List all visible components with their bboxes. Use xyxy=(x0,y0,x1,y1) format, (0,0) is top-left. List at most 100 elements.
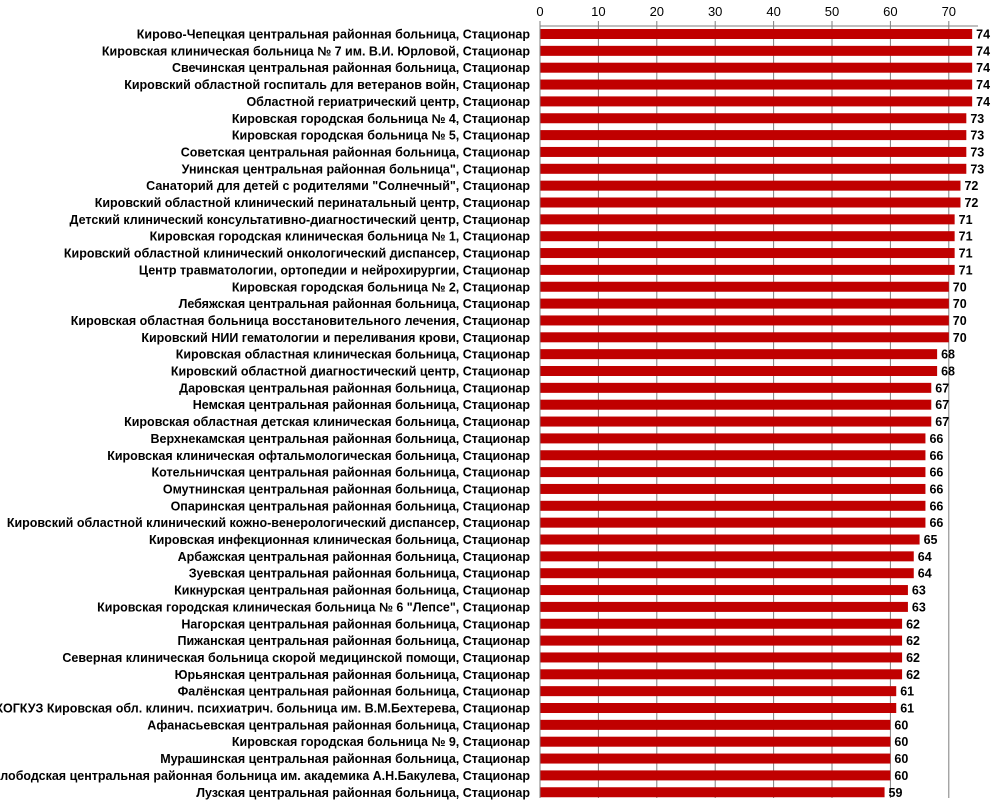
bar xyxy=(540,62,973,73)
category-label: Зуевская центральная районная больница, … xyxy=(189,567,531,581)
data-label: 65 xyxy=(924,533,938,547)
data-label: 70 xyxy=(953,314,967,328)
category-label: Центр травматологии, ортопедии и нейрохи… xyxy=(139,263,530,277)
category-label: Кирово-Чепецкая центральная районная бол… xyxy=(137,28,531,42)
category-label: Кировская городская клиническая больница… xyxy=(150,230,531,244)
data-label: 63 xyxy=(912,600,926,614)
data-label: 71 xyxy=(959,213,973,227)
bar xyxy=(540,736,891,747)
bars xyxy=(540,29,973,798)
data-label: 73 xyxy=(970,129,984,143)
bar xyxy=(540,568,914,579)
data-label: 66 xyxy=(929,516,943,530)
bar xyxy=(540,264,955,275)
data-label: 74 xyxy=(976,95,990,109)
bar xyxy=(540,366,938,376)
data-label: 66 xyxy=(929,499,943,513)
category-label: Лузская центральная районная больница, С… xyxy=(196,786,530,800)
bar xyxy=(540,618,903,629)
bar xyxy=(540,585,908,596)
data-label: 67 xyxy=(935,381,949,395)
bar xyxy=(540,349,938,360)
bar xyxy=(540,416,932,427)
category-labels: Кирово-Чепецкая центральная районная бол… xyxy=(0,28,530,800)
category-label: Областной гериатрический центр, Стациона… xyxy=(246,95,530,109)
category-label: Омутнинская центральная районная больниц… xyxy=(163,482,531,496)
bar xyxy=(540,130,967,141)
bar xyxy=(540,500,926,511)
category-label: Кировская клиническая больница № 7 им. В… xyxy=(102,44,530,58)
tick-label: 20 xyxy=(650,4,664,19)
category-label: Верхнекамская центральная районная больн… xyxy=(150,432,530,446)
bar xyxy=(540,433,926,444)
data-label: 71 xyxy=(959,263,973,277)
bar xyxy=(540,450,926,461)
tick-label: 10 xyxy=(591,4,605,19)
category-label: Кировская городская больница № 5, Стацио… xyxy=(232,129,530,143)
bar xyxy=(540,551,914,562)
data-label: 71 xyxy=(959,230,973,244)
bar xyxy=(540,534,920,545)
data-label: 68 xyxy=(941,365,955,379)
bar xyxy=(540,652,903,663)
category-label: Кировская клиническая офтальмологическая… xyxy=(107,449,530,463)
category-label: Унинская центральная районная больница",… xyxy=(182,162,531,176)
category-label: Афанасьевская центральная районная больн… xyxy=(147,718,530,732)
category-label: Котельничская центральная районная больн… xyxy=(152,466,531,480)
data-label: 66 xyxy=(929,482,943,496)
data-label: 72 xyxy=(964,196,978,210)
category-label: Кировский областной клинический онкологи… xyxy=(64,247,530,261)
tick-label: 30 xyxy=(708,4,722,19)
category-label: Даровская центральная районная больница,… xyxy=(179,381,530,395)
data-label: 70 xyxy=(953,297,967,311)
category-label: Свечинская центральная районная больница… xyxy=(172,61,530,75)
data-label: 63 xyxy=(912,584,926,598)
data-label: 64 xyxy=(918,550,932,564)
data-label: 74 xyxy=(976,44,990,58)
data-label: 66 xyxy=(929,466,943,480)
data-label: 73 xyxy=(970,145,984,159)
data-label: 64 xyxy=(918,567,932,581)
data-label: 73 xyxy=(970,162,984,176)
x-axis-ticks: 0 10 20 30 40 50 60 70 xyxy=(536,4,978,27)
bar xyxy=(540,45,973,56)
bar xyxy=(540,483,926,494)
bar xyxy=(540,635,903,646)
tick-label: 70 xyxy=(942,4,956,19)
tick-label: 50 xyxy=(825,4,839,19)
category-label: Немская центральная районная больница, С… xyxy=(193,398,531,412)
bar xyxy=(540,399,932,410)
data-label: 67 xyxy=(935,398,949,412)
data-label: 62 xyxy=(906,617,920,631)
category-label: Лебяжская центральная районная больница,… xyxy=(179,297,531,311)
bar xyxy=(540,517,926,528)
tick-label: 60 xyxy=(883,4,897,19)
data-label: 66 xyxy=(929,449,943,463)
data-label: 74 xyxy=(976,78,990,92)
category-label: Кировский областной диагностический цент… xyxy=(171,365,531,379)
category-label: Кировский областной госпиталь для ветера… xyxy=(124,78,530,92)
category-label: Кировская областная клиническая больница… xyxy=(176,348,531,362)
category-label: Кировский областной клинический кожно-ве… xyxy=(7,516,531,530)
category-label: Кировская городская больница № 2, Стацио… xyxy=(232,280,530,294)
category-label: Кировская городская клиническая больница… xyxy=(97,600,530,614)
category-label: Кировский областной клинический перината… xyxy=(95,196,531,210)
category-label: Кировская городская больница № 9, Стацио… xyxy=(232,735,530,749)
category-label: Северная клиническая больница скорой мед… xyxy=(62,651,530,665)
bar xyxy=(540,248,955,259)
bar xyxy=(540,467,926,478)
data-label: 66 xyxy=(929,432,943,446)
bar xyxy=(540,770,891,781)
category-label: Санаторий для детей с родителями "Солнеч… xyxy=(146,179,530,193)
data-label: 62 xyxy=(906,634,920,648)
category-label: Кировская областная детская клиническая … xyxy=(124,415,530,429)
category-label: Арбажская центральная районная больница,… xyxy=(178,550,531,564)
category-label: Юрьянская центральная районная больница,… xyxy=(175,668,531,682)
category-label: Кикнурская центральная районная больница… xyxy=(174,584,530,598)
bar xyxy=(540,332,949,343)
bar xyxy=(540,96,973,107)
data-label: 74 xyxy=(976,28,990,42)
bar xyxy=(540,753,891,764)
data-label: 60 xyxy=(894,769,908,783)
